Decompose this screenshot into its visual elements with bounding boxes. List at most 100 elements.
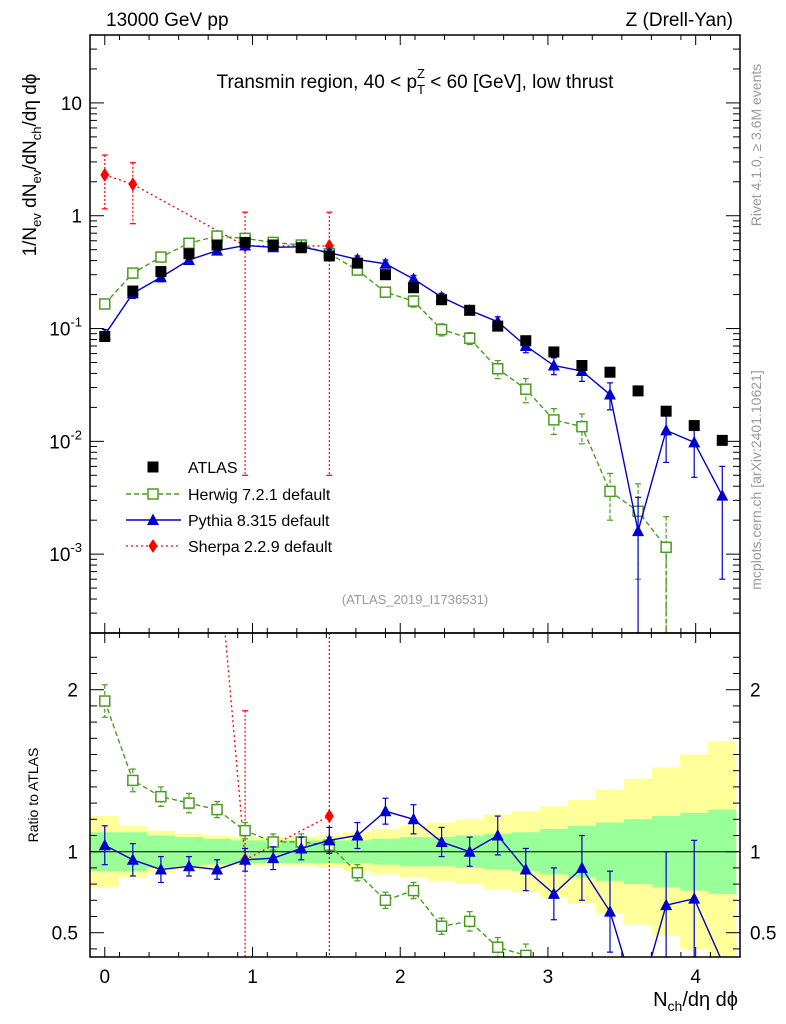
pythia-ratio-point — [435, 835, 448, 847]
legend-label-atlas: ATLAS — [188, 460, 238, 477]
herwig-ratio-point — [463, 915, 476, 928]
y-tick-label: 10-1 — [49, 315, 82, 341]
herwig-line — [104, 235, 667, 633]
pythia-ratio-point — [98, 838, 111, 851]
pythia-ratio-point — [239, 853, 252, 865]
pythia-ratio-point — [688, 892, 701, 904]
herwig-point — [407, 295, 420, 307]
pythia-ratio-point — [575, 861, 588, 873]
pythia-ratio-point — [323, 833, 336, 846]
ratio-tick-label-right: 2 — [750, 681, 761, 702]
pythia-ratio-point — [491, 829, 504, 841]
y-tick-label: 10-2 — [49, 427, 82, 453]
title-sup: Z — [417, 66, 425, 81]
pythia-point — [688, 435, 701, 448]
ratio-tick-label-right: 0.5 — [750, 924, 776, 945]
ratio-tick-label-left: 1 — [67, 843, 78, 864]
pythia-ratio-point — [547, 887, 560, 899]
pythia-ratio-point — [211, 863, 224, 875]
herwig-ratio-point — [267, 836, 279, 848]
herwig-ratio-point — [520, 949, 532, 957]
herwig-ratio-point — [99, 695, 111, 707]
pythia-point — [716, 489, 729, 501]
herwig-ratio-point — [435, 920, 448, 932]
atlas-point — [408, 282, 420, 294]
title-sub: T — [417, 82, 425, 97]
sherpa-point — [100, 167, 110, 182]
herwig-point — [548, 414, 560, 426]
sherpa-point — [128, 177, 138, 192]
legend-label-pythia: Pythia 8.315 default — [188, 513, 330, 530]
atlas-point — [436, 294, 448, 306]
atlas-point — [548, 346, 560, 358]
side-label-top: Rivet 4.1.0, ≥ 3.6M events — [748, 64, 764, 227]
legend-herwig-marker — [147, 488, 159, 500]
atlas-point — [211, 239, 223, 251]
legend: ATLAS Herwig 7.2.1 default Pythia 8.315 de… — [126, 460, 333, 556]
pythia-ratio-point — [182, 859, 195, 872]
pythia-ratio-point — [519, 863, 532, 875]
atlas-point — [492, 320, 504, 332]
pythia-point — [379, 257, 392, 269]
herwig-point — [520, 383, 532, 395]
herwig-ratio-point — [239, 824, 251, 837]
herwig-point — [435, 323, 448, 336]
pythia-point — [632, 524, 645, 537]
x-tick-label: 4 — [690, 967, 701, 988]
header-left: 13000 GeV pp — [106, 10, 229, 31]
pythia-ratio-point — [267, 851, 280, 864]
atlas-point — [99, 330, 111, 342]
side-label-bottom: mcplots.cern.ch [arXiv:2401.10621] — [748, 370, 764, 589]
title-prefix: Transmin region, 40 < p — [217, 72, 417, 93]
herwig-point — [604, 485, 616, 498]
title-suffix: < 60 [GeV], low thrust — [425, 72, 614, 93]
x-tick-label: 0 — [99, 967, 110, 988]
atlas-point — [295, 242, 307, 254]
y-axis-label: 1/Nev dNev/dNch/dη dϕ — [20, 74, 44, 257]
ratio-panel-series — [98, 633, 721, 957]
herwig-point — [155, 251, 167, 263]
atlas-point — [464, 304, 476, 316]
herwig-ratio-point — [127, 774, 139, 787]
y-tick-label: 10-3 — [49, 540, 82, 566]
herwig-point — [660, 541, 672, 554]
ratio-tick-label-left: 2 — [67, 681, 78, 702]
chart-title: Transmin region, 40 < pTZ < 60 [GeV], lo… — [217, 66, 615, 97]
pythia-ratio-point — [154, 863, 167, 875]
atlas-point — [520, 335, 532, 347]
sherpa-ratio-point — [324, 809, 334, 824]
herwig-point — [379, 286, 392, 298]
main-panel-series — [98, 154, 729, 634]
herwig-point — [576, 420, 588, 433]
atlas-point — [267, 239, 279, 251]
herwig-ratio-point — [379, 894, 392, 907]
pythia-ratio-point — [126, 853, 139, 865]
pythia-ratio-point — [463, 845, 476, 857]
pythia-ratio-point — [604, 905, 616, 917]
pythia-point — [547, 359, 560, 371]
herwig-ratio-point — [211, 803, 223, 816]
ratio-tick-label-left: 0.5 — [52, 924, 78, 945]
pythia-ratio-point — [379, 804, 392, 817]
atlas-point — [716, 434, 728, 446]
legend-sherpa-marker — [148, 539, 158, 553]
herwig-ratio-point — [407, 884, 420, 897]
pythia-ratio-point — [660, 898, 673, 911]
pythia-point — [660, 423, 673, 436]
watermark: (ATLAS_2019_I1736531) — [342, 592, 488, 607]
herwig-point — [463, 332, 476, 345]
herwig-point — [127, 267, 139, 279]
atlas-point — [660, 405, 672, 417]
pythia-ratio-point — [407, 812, 420, 825]
herwig-point — [491, 363, 504, 375]
ratio-tick-label-right: 1 — [750, 843, 761, 864]
atlas-point — [127, 285, 139, 297]
atlas-point — [239, 236, 251, 248]
x-tick-label: 2 — [395, 967, 406, 988]
legend-label-herwig: Herwig 7.2.1 default — [188, 487, 331, 504]
sherpa-ratio-line — [224, 633, 330, 861]
ratio-clipped-group — [98, 633, 721, 957]
atlas-point — [379, 269, 391, 281]
herwig-ratio-point — [491, 941, 504, 954]
